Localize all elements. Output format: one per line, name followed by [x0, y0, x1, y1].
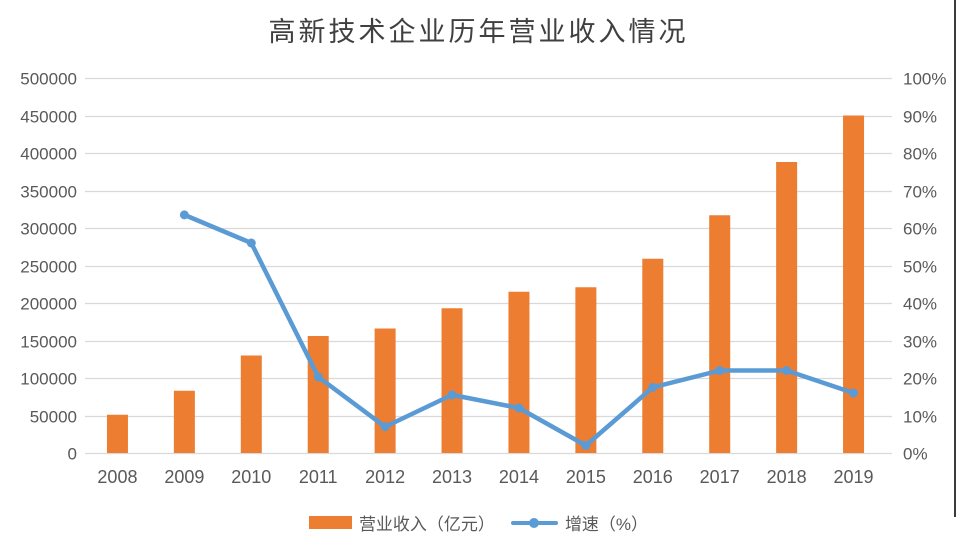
- right-axis-tick-label: 20%: [903, 370, 937, 389]
- right-axis-tick-label: 0%: [903, 445, 928, 464]
- revenue-bar: [709, 215, 731, 453]
- x-axis-tick-label: 2008: [97, 467, 137, 487]
- left-axis-tick-label: 0: [68, 445, 77, 464]
- left-axis-tick-label: 400000: [20, 145, 77, 164]
- left-axis-tick-label: 450000: [20, 108, 77, 127]
- revenue-bar: [374, 328, 396, 453]
- x-axis-tick-label: 2017: [700, 467, 740, 487]
- revenue-bar: [776, 162, 798, 453]
- revenue-bar: [575, 287, 597, 453]
- revenue-bar: [307, 336, 329, 453]
- x-axis-tick-label: 2014: [499, 467, 539, 487]
- right-axis-tick-label: 10%: [903, 408, 937, 427]
- revenue-bar: [173, 390, 195, 453]
- growth-line-marker: [380, 422, 390, 432]
- right-axis-tick-label: 40%: [903, 295, 937, 314]
- growth-line-marker: [849, 388, 859, 398]
- legend-item-growth: 增速（%）: [510, 510, 649, 535]
- right-axis-tick-label: 70%: [903, 183, 937, 202]
- right-axis-tick-label: 50%: [903, 258, 937, 277]
- x-axis-tick-label: 2013: [432, 467, 472, 487]
- legend-growth-label: 增速（%）: [564, 515, 649, 534]
- revenue-bar: [843, 115, 865, 453]
- left-axis-tick-label: 250000: [20, 258, 77, 277]
- x-axis-tick-label: 2009: [164, 467, 204, 487]
- growth-line-marker: [447, 390, 457, 400]
- legend-bar-swatch-icon: [308, 516, 352, 529]
- chart-title: 高新技术企业历年营业收入情况: [268, 17, 689, 47]
- left-axis-tick-label: 500000: [20, 70, 77, 89]
- x-axis-tick-label: 2018: [767, 467, 807, 487]
- left-axis-tick-label: 50000: [30, 408, 77, 427]
- left-axis-tick-label: 200000: [20, 295, 77, 314]
- growth-line-marker: [179, 210, 189, 220]
- left-axis-tick-label: 300000: [20, 220, 77, 239]
- right-axis-tick-label: 100%: [903, 70, 946, 89]
- x-axis-tick-label: 2016: [633, 467, 673, 487]
- growth-line-marker: [313, 372, 323, 382]
- x-axis-tick-label: 2010: [231, 467, 271, 487]
- revenue-bar: [441, 308, 463, 453]
- growth-line-marker: [581, 441, 591, 450]
- growth-line-marker: [715, 366, 725, 375]
- revenue-bar: [508, 291, 530, 453]
- growth-line-marker: [246, 238, 256, 248]
- growth-line-marker: [782, 366, 792, 375]
- right-axis-tick-label: 90%: [903, 108, 937, 127]
- left-axis-tick-label: 150000: [20, 333, 77, 352]
- page-edge-line: [954, 0, 956, 517]
- x-axis-tick-label: 2015: [566, 467, 606, 487]
- legend-revenue-label: 营业收入（亿元）: [358, 515, 495, 534]
- legend: 营业收入（亿元） 增速（%）: [0, 510, 957, 535]
- legend-line-swatch-icon: [510, 517, 558, 528]
- revenue-bar: [106, 414, 128, 453]
- revenue-bar: [642, 258, 664, 453]
- right-axis-tick-label: 80%: [903, 145, 937, 164]
- left-axis-tick-label: 100000: [20, 370, 77, 389]
- left-axis-tick-label: 350000: [20, 183, 77, 202]
- right-axis-tick-label: 30%: [903, 333, 937, 352]
- right-axis-tick-label: 60%: [903, 220, 937, 239]
- x-axis-tick-label: 2012: [365, 467, 405, 487]
- revenue-bar: [240, 355, 262, 453]
- legend-item-revenue: 营业收入（亿元）: [308, 510, 495, 535]
- x-axis-tick-label: 2019: [834, 467, 874, 487]
- growth-line-marker: [514, 403, 524, 413]
- growth-line-marker: [648, 382, 658, 392]
- x-axis-tick-label: 2011: [299, 467, 338, 487]
- legend-line-marker-icon: [529, 517, 540, 528]
